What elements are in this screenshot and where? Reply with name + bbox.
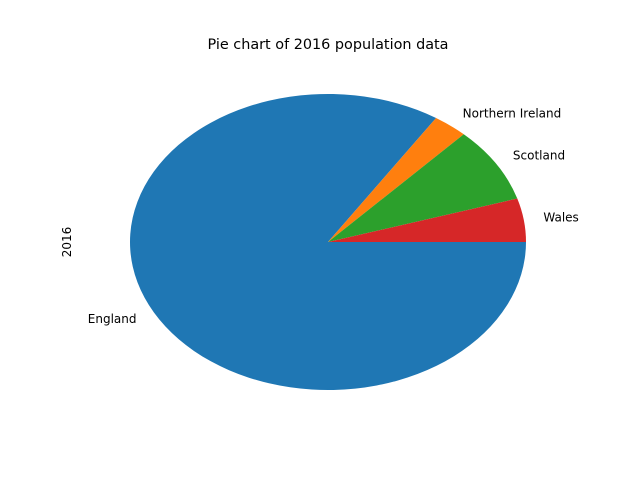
pie-slice-england xyxy=(130,93,526,391)
pie-label-england: England xyxy=(88,312,137,326)
pie-labels: England Northern Ireland Scotland Wales xyxy=(88,107,579,327)
pie-slice-northern-ireland xyxy=(328,117,464,242)
y-axis-label: 2016 xyxy=(60,227,74,258)
pie-slice-scotland xyxy=(328,134,518,242)
pie-label-scotland: Scotland xyxy=(513,148,565,162)
pie-slices xyxy=(130,93,526,391)
pie-label-wales: Wales xyxy=(543,210,578,224)
pie-slice-wales xyxy=(328,198,526,242)
chart-title: Pie chart of 2016 population data xyxy=(208,37,449,53)
pie-label-northern-ireland: Northern Ireland xyxy=(463,107,562,121)
